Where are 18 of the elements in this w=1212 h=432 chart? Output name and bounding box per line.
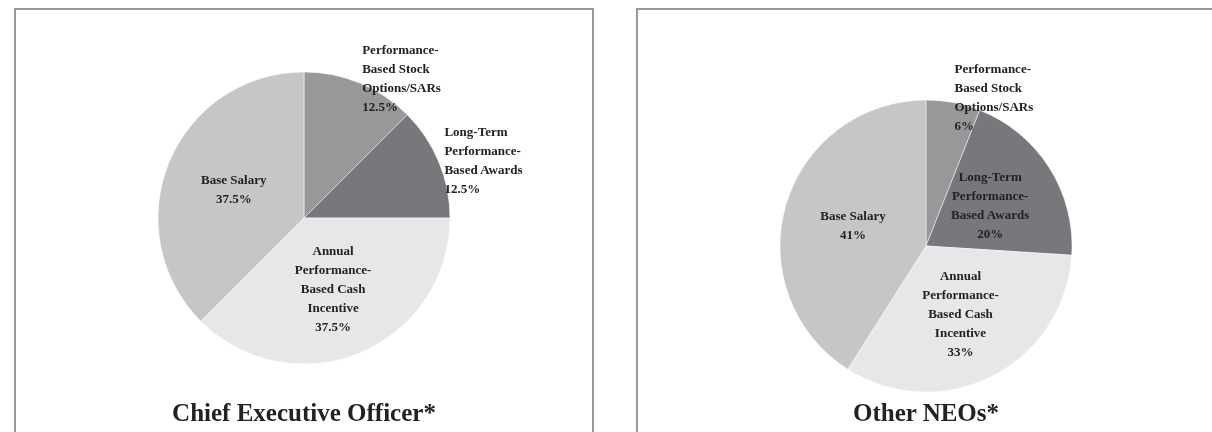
slice-label: Base Salary [201, 171, 267, 187]
data-label: 12.5% [362, 98, 398, 114]
data-label: 37.5% [215, 190, 252, 206]
data-label: 6% [954, 117, 974, 133]
data-label: 33% [947, 344, 974, 360]
slice-label: Base Salary [820, 207, 887, 223]
slice-label: Annual Performance- Based Cash Incentive [294, 242, 372, 315]
text: Other NEOs* [852, 399, 1000, 426]
data-label: 12.5% [444, 180, 481, 196]
slice-label: Annual Performance- Based Cash Incentive [922, 268, 999, 341]
data-label: 37.5% [315, 318, 351, 334]
data-label: 41% [840, 226, 867, 242]
slice-label: Long-Term Performance- Based Awards [444, 123, 523, 177]
data-label: 20% [977, 226, 1004, 242]
slice-label: Long-Term Performance- Based Awards [951, 169, 1030, 223]
slice-label: Performance- Based Stock Options/SARs [362, 41, 441, 95]
slice-label: Performance- Based Stock Options/SARs [954, 60, 1034, 114]
text: Chief Executive Officer* [172, 399, 436, 426]
